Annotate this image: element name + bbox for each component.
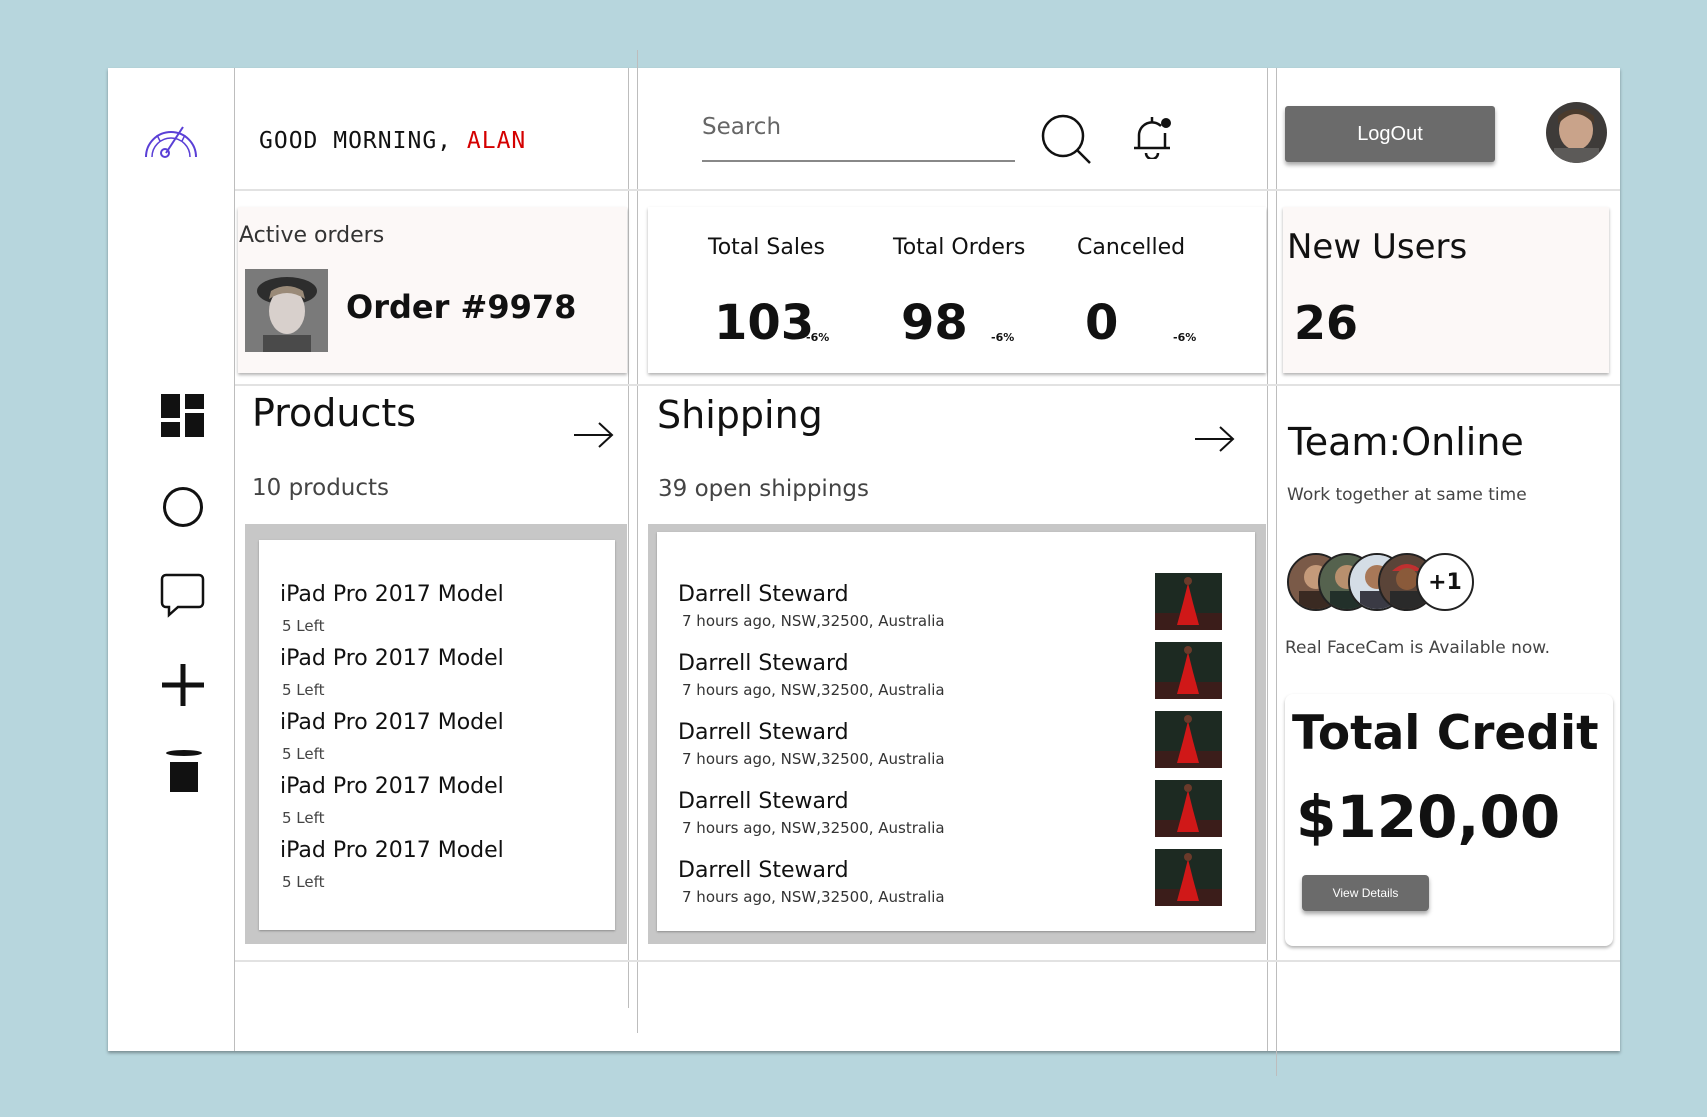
shipping-item-detail: 7 hours ago, NSW,32500, Australia	[682, 819, 945, 837]
product-item-name[interactable]: iPad Pro 2017 Model	[280, 838, 504, 863]
divider	[628, 68, 629, 1008]
active-orders-title: Active orders	[239, 223, 385, 248]
search-bar	[702, 112, 1015, 162]
divider	[637, 50, 638, 1033]
stat-label-total-sales: Total Sales	[708, 235, 825, 260]
order-customer-photo	[245, 269, 328, 352]
divider	[1267, 68, 1268, 1051]
new-users-title: New Users	[1287, 227, 1468, 267]
stat-change-total-sales: -6%	[806, 331, 830, 344]
shipping-item-name[interactable]: Darrell Steward	[678, 858, 849, 883]
search-input[interactable]	[702, 114, 1002, 140]
shipping-item-name[interactable]: Darrell Steward	[678, 651, 849, 676]
greeting-user-name: ALAN	[466, 128, 527, 154]
stats-card	[648, 207, 1266, 373]
view-details-button[interactable]: View Details	[1302, 875, 1429, 911]
shipping-thumbnail	[1155, 780, 1222, 837]
trash-icon[interactable]	[166, 750, 202, 792]
arrow-right-icon[interactable]	[1194, 426, 1235, 452]
greeting-prefix: GOOD MORNING,	[259, 128, 467, 154]
chat-bubble-icon[interactable]	[160, 573, 205, 619]
new-users-count: 26	[1294, 296, 1359, 350]
circle-icon[interactable]	[162, 486, 204, 528]
product-item-name[interactable]: iPad Pro 2017 Model	[280, 582, 504, 607]
shipping-item-name[interactable]: Darrell Steward	[678, 789, 849, 814]
stat-value-total-sales: 103	[714, 295, 815, 351]
team-extra-count[interactable]: +1	[1416, 553, 1474, 611]
shipping-item-name[interactable]: Darrell Steward	[678, 582, 849, 607]
greeting: GOOD MORNING, ALAN	[259, 128, 526, 154]
shipping-thumbnail	[1155, 642, 1222, 699]
product-item-stock: 5 Left	[282, 873, 325, 891]
shipping-item-detail: 7 hours ago, NSW,32500, Australia	[682, 612, 945, 630]
user-avatar[interactable]	[1546, 102, 1607, 163]
product-item-name[interactable]: iPad Pro 2017 Model	[280, 646, 504, 671]
products-list	[259, 540, 615, 930]
shipping-title: Shipping	[657, 393, 823, 437]
divider	[234, 68, 235, 1051]
shipping-item-detail: 7 hours ago, NSW,32500, Australia	[682, 681, 945, 699]
product-item-stock: 5 Left	[282, 809, 325, 827]
stat-change-total-orders: -6%	[991, 331, 1015, 344]
product-item-stock: 5 Left	[282, 617, 325, 635]
divider	[235, 384, 1620, 386]
facecam-note: Real FaceCam is Available now.	[1285, 638, 1551, 658]
shipping-item-detail: 7 hours ago, NSW,32500, Australia	[682, 750, 945, 768]
team-extra-count-label: +1	[1428, 569, 1462, 595]
total-credit-title: Total Credit	[1292, 706, 1599, 761]
stat-value-cancelled: 0	[1085, 295, 1119, 351]
notification-bell-icon[interactable]	[1131, 115, 1173, 159]
stat-value-total-orders: 98	[901, 295, 968, 351]
team-title: Team:Online	[1288, 420, 1524, 464]
team-subtitle: Work together at same time	[1287, 485, 1527, 505]
shipping-count: 39 open shippings	[658, 476, 869, 502]
logout-button[interactable]: LogOut	[1285, 106, 1495, 162]
new-users-card	[1283, 207, 1609, 373]
product-item-stock: 5 Left	[282, 745, 325, 763]
products-count: 10 products	[252, 475, 390, 501]
divider	[1276, 68, 1277, 1076]
stat-change-cancelled: -6%	[1173, 331, 1197, 344]
speedometer-logo-icon[interactable]	[143, 121, 199, 161]
shipping-item-name[interactable]: Darrell Steward	[678, 720, 849, 745]
stat-label-total-orders: Total Orders	[893, 235, 1026, 260]
products-title: Products	[252, 391, 417, 435]
shipping-thumbnail	[1155, 573, 1222, 630]
shipping-thumbnail	[1155, 711, 1222, 768]
stat-label-cancelled: Cancelled	[1077, 235, 1186, 260]
total-credit-amount: $120,00	[1296, 783, 1561, 851]
shipping-thumbnail	[1155, 849, 1222, 906]
arrow-right-icon[interactable]	[573, 422, 614, 448]
product-item-name[interactable]: iPad Pro 2017 Model	[280, 774, 504, 799]
product-item-name[interactable]: iPad Pro 2017 Model	[280, 710, 504, 735]
divider	[235, 189, 1620, 191]
product-item-stock: 5 Left	[282, 681, 325, 699]
divider	[235, 960, 1620, 962]
shipping-item-detail: 7 hours ago, NSW,32500, Australia	[682, 888, 945, 906]
order-number[interactable]: Order #9978	[346, 288, 577, 326]
plus-icon[interactable]	[162, 664, 204, 706]
dashboard-grid-icon[interactable]	[161, 394, 204, 437]
search-icon[interactable]	[1040, 113, 1094, 167]
